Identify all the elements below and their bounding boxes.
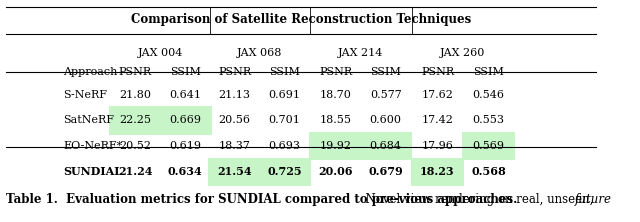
Text: 20.52: 20.52 xyxy=(120,141,152,151)
Text: Comparison of Satellite Reconstruction Techniques: Comparison of Satellite Reconstruction T… xyxy=(131,14,471,26)
Text: PSNR: PSNR xyxy=(218,67,252,77)
Text: 0.569: 0.569 xyxy=(472,141,504,151)
Text: SSIM: SSIM xyxy=(371,67,401,77)
Text: 18.55: 18.55 xyxy=(320,115,352,125)
Text: 21.80: 21.80 xyxy=(120,89,152,100)
Text: SSIM: SSIM xyxy=(473,67,504,77)
Text: Table 1.  Evaluation metrics for SUNDIAL compared to pre-vious approaches.: Table 1. Evaluation metrics for SUNDIAL … xyxy=(6,193,517,206)
Text: SUNDIAL: SUNDIAL xyxy=(63,166,122,177)
Text: 0.684: 0.684 xyxy=(370,141,402,151)
Text: Novel view rendering on real, unseen,: Novel view rendering on real, unseen, xyxy=(358,193,597,206)
Text: PSNR: PSNR xyxy=(119,67,152,77)
Text: 18.37: 18.37 xyxy=(219,141,251,151)
Text: 0.546: 0.546 xyxy=(472,89,504,100)
Text: JAX 260: JAX 260 xyxy=(440,48,486,58)
Text: 20.56: 20.56 xyxy=(219,115,251,125)
Text: 19.92: 19.92 xyxy=(320,141,352,151)
Text: 21.54: 21.54 xyxy=(218,166,252,177)
Text: 0.693: 0.693 xyxy=(269,141,301,151)
Text: 17.42: 17.42 xyxy=(422,115,453,125)
Text: JAX 004: JAX 004 xyxy=(138,48,183,58)
Text: 0.691: 0.691 xyxy=(269,89,301,100)
Text: 20.06: 20.06 xyxy=(319,166,353,177)
Text: 0.701: 0.701 xyxy=(269,115,301,125)
Text: JAX 068: JAX 068 xyxy=(237,48,282,58)
Text: 0.553: 0.553 xyxy=(472,115,504,125)
Text: S-NeRF: S-NeRF xyxy=(63,89,107,100)
Text: 0.568: 0.568 xyxy=(471,166,506,177)
FancyBboxPatch shape xyxy=(411,158,464,186)
FancyBboxPatch shape xyxy=(208,158,261,186)
Text: 17.96: 17.96 xyxy=(422,141,453,151)
Text: SSIM: SSIM xyxy=(269,67,300,77)
Text: 21.24: 21.24 xyxy=(118,166,153,177)
Text: 21.13: 21.13 xyxy=(219,89,251,100)
Text: 0.725: 0.725 xyxy=(268,166,302,177)
Text: JAX 214: JAX 214 xyxy=(338,48,383,58)
FancyBboxPatch shape xyxy=(462,132,515,160)
Text: 0.641: 0.641 xyxy=(170,89,202,100)
Text: 0.619: 0.619 xyxy=(170,141,202,151)
Text: 0.600: 0.600 xyxy=(370,115,402,125)
FancyBboxPatch shape xyxy=(109,106,162,135)
Text: SatNeRF: SatNeRF xyxy=(63,115,114,125)
FancyBboxPatch shape xyxy=(359,132,412,160)
Text: 18.70: 18.70 xyxy=(320,89,352,100)
Text: EO-NeRF*: EO-NeRF* xyxy=(63,141,122,151)
Text: Approach: Approach xyxy=(63,67,118,77)
Text: PSNR: PSNR xyxy=(319,67,353,77)
Text: 17.62: 17.62 xyxy=(422,89,453,100)
Text: 0.577: 0.577 xyxy=(370,89,401,100)
Text: 18.23: 18.23 xyxy=(420,166,455,177)
Text: 0.634: 0.634 xyxy=(168,166,203,177)
Text: 22.25: 22.25 xyxy=(120,115,152,125)
Text: SSIM: SSIM xyxy=(170,67,201,77)
Text: PSNR: PSNR xyxy=(421,67,454,77)
Text: future: future xyxy=(575,193,612,206)
FancyBboxPatch shape xyxy=(159,106,212,135)
FancyBboxPatch shape xyxy=(258,158,311,186)
FancyBboxPatch shape xyxy=(309,132,362,160)
Text: 0.679: 0.679 xyxy=(369,166,403,177)
Text: 0.669: 0.669 xyxy=(170,115,202,125)
